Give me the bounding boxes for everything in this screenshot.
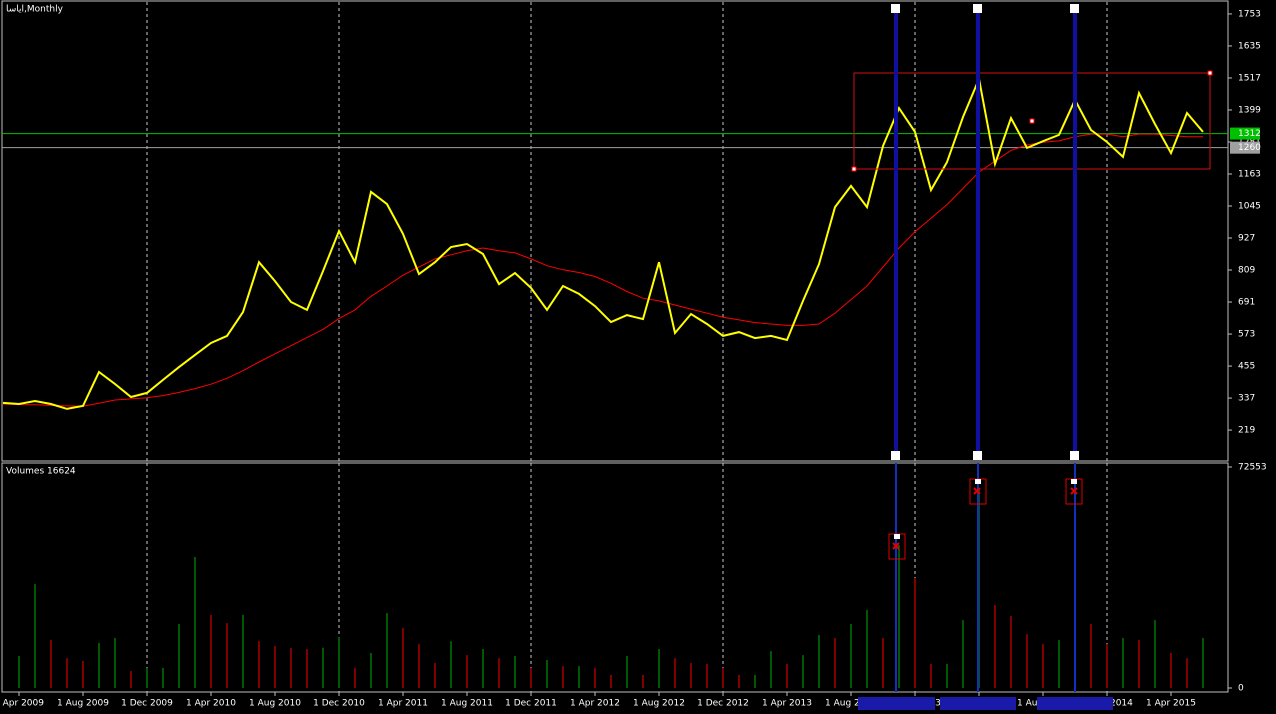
rectangle-object[interactable] bbox=[853, 72, 1211, 170]
marker-handle bbox=[894, 534, 900, 539]
y-tick-label: 455 bbox=[1238, 362, 1255, 372]
price-label-box bbox=[1230, 141, 1260, 154]
x-tick-label: 1 Apr 2013 bbox=[762, 699, 812, 709]
price-label: 1312 bbox=[1238, 129, 1261, 139]
x-tick-label: 1 Apr 2015 bbox=[1146, 699, 1196, 709]
x-tick-label: 1 Aug 2012 bbox=[633, 699, 685, 709]
volume-y-tick-label: 72553 bbox=[1238, 463, 1267, 473]
x-tick-label: 1 Dec 2009 bbox=[121, 699, 173, 709]
x-tick-label: 1 Dec 2010 bbox=[313, 699, 365, 709]
x-tick-label: 1 Apr 2009 bbox=[0, 699, 44, 709]
vertical-line[interactable] bbox=[976, 8, 980, 458]
y-tick-label: 1517 bbox=[1238, 73, 1261, 83]
volume-title: Volumes 16624 bbox=[6, 467, 76, 477]
line-handle[interactable] bbox=[891, 451, 900, 460]
vertical-line[interactable] bbox=[977, 463, 979, 692]
grid bbox=[2, 2, 1228, 692]
price-label-box bbox=[1230, 127, 1260, 140]
x-tick-label: 1 Dec 2011 bbox=[505, 699, 557, 709]
price-label: 1260 bbox=[1238, 143, 1261, 153]
vertical-line[interactable] bbox=[895, 463, 897, 692]
y-tick-label: 219 bbox=[1238, 426, 1255, 436]
volume-y-tick-label: 0 bbox=[1238, 684, 1244, 694]
volume-markers bbox=[888, 478, 1083, 560]
price-line-series bbox=[2, 75, 1204, 410]
labels: 2193374555736918099271045116312811399151… bbox=[0, 9, 1267, 708]
marker-handle bbox=[975, 479, 981, 484]
marks bbox=[2, 75, 1204, 688]
x-tick-label: 1 Apr 2010 bbox=[186, 699, 236, 709]
line-handle[interactable] bbox=[973, 4, 982, 13]
marker-handle bbox=[1071, 479, 1077, 484]
y-tick-label: 1045 bbox=[1238, 202, 1261, 212]
marker-cross bbox=[892, 487, 1078, 550]
y-tick-label: 927 bbox=[1238, 234, 1255, 244]
vertical-line-date-label bbox=[1037, 697, 1113, 710]
y-tick-label: 1635 bbox=[1238, 41, 1261, 51]
y-tick-label: 691 bbox=[1238, 298, 1255, 308]
volume-panel-frame bbox=[1, 462, 1229, 693]
vertical-line-date-label bbox=[858, 697, 935, 710]
chart-title: ایاسا,Monthly bbox=[6, 5, 64, 15]
line-handle[interactable] bbox=[1070, 4, 1079, 13]
y-tick-label: 337 bbox=[1238, 394, 1255, 404]
object-handle[interactable] bbox=[1029, 118, 1035, 124]
x-tick-label: 1 Apr 2012 bbox=[570, 699, 620, 709]
vertical-line-date-label bbox=[940, 697, 1016, 710]
object-handle[interactable] bbox=[1207, 70, 1213, 76]
y-tick-label: 1163 bbox=[1238, 169, 1261, 179]
y-tick-label: 1399 bbox=[1238, 105, 1261, 115]
y-tick-label: 1753 bbox=[1238, 9, 1261, 19]
price-line-series bbox=[2, 133, 1203, 407]
x-tick-label: 1 Dec 2012 bbox=[697, 699, 749, 709]
line-handle[interactable] bbox=[1070, 451, 1079, 460]
x-tick-label: 1 Aug 2013 bbox=[825, 699, 877, 709]
line-handle[interactable] bbox=[973, 451, 982, 460]
vertical-line[interactable] bbox=[1073, 8, 1077, 458]
vertical-line[interactable] bbox=[894, 8, 898, 458]
vertical-line[interactable] bbox=[1074, 463, 1076, 692]
object-handle[interactable] bbox=[851, 166, 857, 172]
main-panel-frame bbox=[1, 0, 1229, 462]
x-tick-label: 1 Aug 2011 bbox=[441, 699, 493, 709]
x-tick-label: 1 Aug 2009 bbox=[57, 699, 109, 709]
x-tick-label: 1 Aug 2010 bbox=[249, 699, 301, 709]
y-tick-label: 573 bbox=[1238, 330, 1255, 340]
y-tick-label: 809 bbox=[1238, 266, 1255, 276]
vertical-lines bbox=[888, 4, 1083, 692]
x-tick-label: 1 Apr 2011 bbox=[378, 699, 428, 709]
line-handle[interactable] bbox=[891, 4, 900, 13]
